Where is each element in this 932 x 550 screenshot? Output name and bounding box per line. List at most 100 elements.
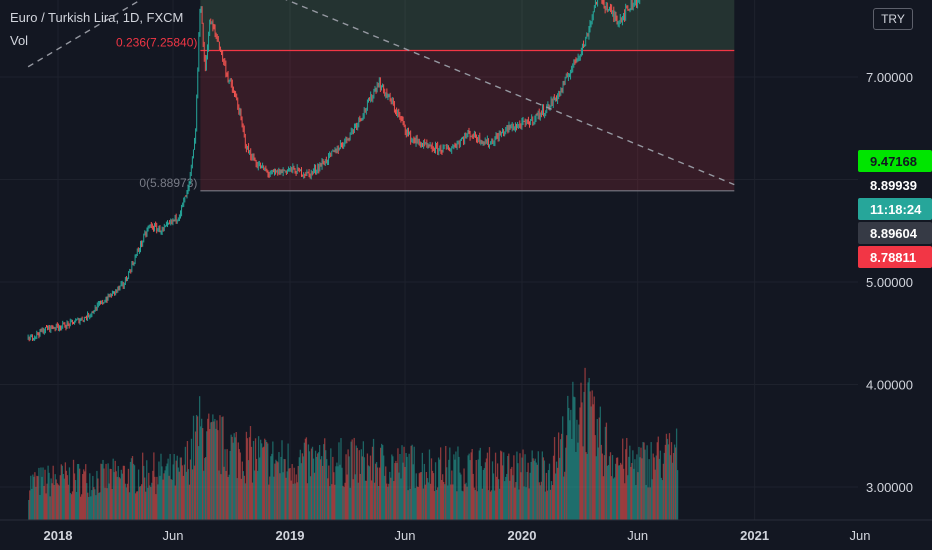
volume-bar	[447, 485, 449, 520]
volume-bar	[616, 457, 619, 520]
volume-bar	[300, 463, 302, 520]
volume-bar	[229, 450, 231, 520]
volume-bar	[265, 440, 267, 520]
volume-bar	[43, 485, 45, 520]
symbol-title[interactable]: Euro / Turkish Lira, 1D, FXCM	[10, 10, 184, 25]
volume-bar	[355, 445, 357, 520]
volume-bar	[261, 443, 263, 520]
time-tick-label: Jun	[627, 528, 648, 543]
time-tick-label: Jun	[163, 528, 184, 543]
volume-bar	[160, 453, 162, 520]
volume-bar	[504, 481, 506, 520]
volume-bar	[399, 453, 401, 520]
price-axis[interactable]: 3.000004.000005.000006.000007.0000010.00…	[858, 0, 932, 550]
volume-bar	[274, 463, 276, 520]
volume-bar	[556, 467, 559, 520]
volume-bar	[403, 446, 405, 520]
volume-bar	[598, 417, 600, 520]
volume-bar	[466, 486, 468, 520]
time-axis[interactable]: 2018 Jun 2019 Jun 2020 Jun 2021 Jun	[0, 519, 932, 550]
volume-bar	[510, 468, 512, 520]
trend-line[interactable]	[0, 0, 858, 186]
volume-bar	[41, 476, 43, 520]
volume-bar	[230, 434, 232, 520]
volume-bar	[166, 463, 168, 520]
volume-bar	[142, 452, 144, 520]
volume-bar	[605, 422, 608, 520]
fibonacci-retracement[interactable]: 0(5.88973)0.236(7.25840)0.382(8.10512)0.…	[109, 0, 735, 192]
volume-bar	[652, 453, 654, 520]
volume-bar	[33, 476, 35, 520]
volume-bar	[238, 449, 240, 520]
volume-bar	[97, 478, 99, 520]
volume-bar	[228, 474, 230, 520]
volume-bar	[82, 474, 84, 520]
volume-bar	[77, 463, 80, 520]
volume-bar	[275, 459, 277, 520]
volume-bar	[617, 465, 620, 520]
volume-bar	[622, 438, 624, 520]
volume-bar	[624, 483, 626, 520]
volume-bar	[396, 462, 398, 520]
volume-bar	[509, 480, 511, 520]
volume-bar	[312, 458, 315, 520]
volume-bar	[673, 444, 676, 520]
volume-bar	[89, 473, 91, 520]
volume-bar	[495, 476, 498, 520]
volume-bar	[179, 457, 181, 520]
volume-bar	[614, 463, 617, 520]
volume-bar	[606, 465, 609, 520]
volume-bar	[551, 485, 554, 520]
volume-bar	[267, 443, 269, 520]
volume-indicator-label[interactable]: Vol	[10, 33, 29, 48]
volume-bar	[233, 433, 235, 520]
volume-bar	[566, 435, 568, 520]
volume-bar	[661, 480, 664, 520]
volume-bar	[473, 487, 475, 520]
volume-bar	[108, 483, 110, 520]
volume-bar	[326, 459, 328, 520]
volume-bar	[284, 459, 286, 520]
volume-bar	[211, 421, 213, 520]
volume-bar	[564, 471, 566, 520]
volume-bar	[249, 426, 252, 520]
volume-bar	[221, 417, 223, 520]
volume-bar	[639, 457, 641, 520]
price-tick-label: 3.00000	[866, 480, 913, 495]
volume-bar	[239, 452, 241, 520]
volume-bar	[676, 470, 679, 520]
volume-bar	[325, 450, 327, 520]
volume-bar	[531, 450, 533, 520]
volume-bar	[293, 467, 295, 520]
volume-bar	[94, 489, 96, 520]
volume-bar	[419, 472, 421, 520]
volume-bar	[168, 475, 170, 520]
volume-bar	[357, 482, 359, 520]
volume-bar	[317, 452, 320, 520]
volume-bar	[236, 478, 238, 520]
volume-bar	[29, 490, 31, 520]
volume-bar	[73, 473, 76, 520]
volume-bar	[78, 468, 81, 520]
volume-bar	[62, 474, 65, 520]
volume-bar	[579, 407, 581, 520]
volume-bar	[585, 452, 587, 520]
volume-bar	[245, 431, 248, 520]
volume-bar	[99, 492, 101, 520]
volume-bar	[666, 438, 669, 520]
volume-bar	[339, 464, 341, 520]
volume-bar	[196, 416, 199, 520]
volume-bar	[37, 476, 39, 520]
volume-bar	[675, 428, 678, 520]
currency-badge[interactable]: TRY	[873, 8, 913, 30]
volume-bar	[234, 437, 236, 520]
volume-bar	[340, 438, 342, 520]
volume-bar	[491, 461, 494, 520]
volume-bar	[316, 453, 319, 520]
volume-bar	[513, 455, 515, 520]
volume-bar	[471, 448, 473, 520]
volume-bar	[120, 469, 122, 520]
volume-bar	[148, 472, 150, 520]
